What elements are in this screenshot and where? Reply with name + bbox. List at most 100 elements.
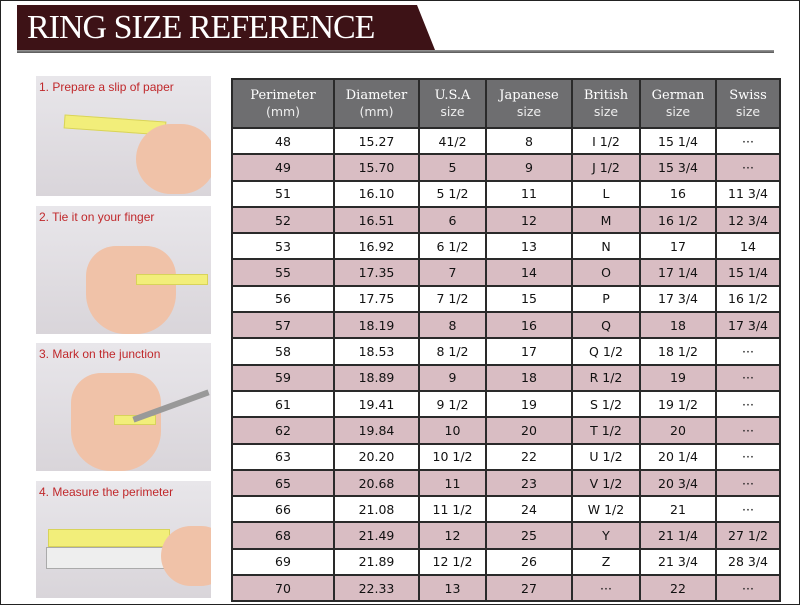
table-cell: 15.70 — [333, 153, 420, 182]
table-cell: ··· — [715, 153, 781, 182]
table-cell: 59 — [231, 363, 335, 392]
table-cell: 18.89 — [333, 363, 420, 392]
column-title: German — [651, 87, 705, 103]
table-cell: 23 — [485, 468, 573, 498]
step-4-panel: 4. Measure the perimeter — [36, 481, 211, 598]
table-cell: 63 — [231, 442, 335, 471]
column-unit: (mm) — [265, 103, 301, 119]
table-cell: 16 1/2 — [639, 205, 717, 235]
table-cell: Q — [571, 311, 641, 340]
paper-strip-image — [48, 529, 170, 547]
table-cell: I 1/2 — [571, 126, 641, 156]
table-cell: 17.75 — [333, 284, 420, 314]
table-row: 49 15.70 5 9 J 1/2 15 3/4 ··· — [231, 153, 781, 182]
table-cell: 18 — [485, 363, 573, 392]
step-1-panel: 1. Prepare a slip of paper — [36, 76, 211, 196]
table-cell: 12 — [418, 521, 487, 550]
table-cell: N — [571, 232, 641, 261]
table-cell: 14 — [715, 232, 781, 261]
table-row: 68 21.49 12 25 Y 21 1/4 27 1/2 — [231, 521, 781, 550]
table-cell: 5 — [418, 153, 487, 182]
table-cell: S 1/2 — [571, 389, 641, 419]
table-cell: ··· — [715, 468, 781, 498]
table-cell: 16.51 — [333, 205, 420, 235]
table-cell: 21.49 — [333, 521, 420, 550]
table-cell: 16 — [639, 179, 717, 208]
title-banner: RING SIZE REFERENCE — [17, 5, 435, 50]
table-cell: 51 — [231, 179, 335, 208]
table-row: 62 19.84 10 20 T 1/2 20 ··· — [231, 416, 781, 445]
table-cell: 25 — [485, 521, 573, 550]
table-cell: ··· — [715, 363, 781, 392]
column-header: British size — [571, 78, 641, 129]
table-cell: ··· — [715, 442, 781, 471]
step-label: 3. Mark on the junction — [39, 347, 161, 361]
table-cell: 57 — [231, 311, 335, 340]
column-header: German size — [639, 78, 717, 129]
table-cell: 18 — [639, 311, 717, 340]
column-unit: (mm) — [359, 103, 394, 119]
table-cell: 17 3/4 — [715, 311, 781, 340]
table-cell: 14 — [485, 258, 573, 287]
column-title: British — [583, 87, 629, 103]
step-label: 1. Prepare a slip of paper — [39, 80, 174, 94]
table-cell: 68 — [231, 521, 335, 550]
table-cell: 8 1/2 — [418, 337, 487, 366]
table-row: 48 15.27 41/2 8 I 1/2 15 1/4 ··· — [231, 126, 781, 156]
table-cell: 10 — [418, 416, 487, 445]
table-cell: J 1/2 — [571, 153, 641, 182]
table-cell: 16 — [485, 311, 573, 340]
column-unit: size — [665, 103, 691, 119]
table-cell: ··· — [715, 416, 781, 445]
table-cell: M — [571, 205, 641, 235]
table-cell: 16.92 — [333, 232, 420, 261]
table-cell: 21 1/4 — [639, 521, 717, 550]
table-row: 56 17.75 7 1/2 15 P 17 3/4 16 1/2 — [231, 284, 781, 314]
table-cell: 11 — [418, 468, 487, 498]
hand-image — [136, 124, 211, 194]
table-cell: 9 1/2 — [418, 389, 487, 419]
column-header: Japanese size — [485, 78, 573, 129]
table-cell: 19.41 — [333, 389, 420, 419]
table-cell: 17 3/4 — [639, 284, 717, 314]
table-cell: 9 — [485, 153, 573, 182]
table-row: 57 18.19 8 16 Q 18 17 3/4 — [231, 311, 781, 340]
column-header: Perimeter (mm) — [231, 78, 335, 129]
table-cell: 20 1/4 — [639, 442, 717, 471]
table-cell: R 1/2 — [571, 363, 641, 392]
ring-size-table: Perimeter (mm) Diameter (mm) U.S.A size Japane… — [231, 78, 781, 603]
table-cell: 66 — [231, 495, 335, 524]
table-cell: 19 1/2 — [639, 389, 717, 419]
table-cell: Z — [571, 547, 641, 577]
column-header: Diameter (mm) — [333, 78, 420, 129]
table-cell: 15 — [485, 284, 573, 314]
table-cell: 20 — [639, 416, 717, 445]
table-cell: V 1/2 — [571, 468, 641, 498]
table-cell: 53 — [231, 232, 335, 261]
table-cell: 69 — [231, 547, 335, 577]
table-cell: 26 — [485, 547, 573, 577]
step-label: 2. Tie it on your finger — [39, 210, 155, 224]
table-row: 61 19.41 9 1/2 19 S 1/2 19 1/2 ··· — [231, 389, 781, 419]
table-cell: 15 1/4 — [715, 258, 781, 287]
column-title: Diameter — [345, 87, 408, 103]
table-cell: 11 — [485, 179, 573, 208]
table-cell: L — [571, 179, 641, 208]
table-cell: 62 — [231, 416, 335, 445]
table-cell: ··· — [715, 495, 781, 524]
table-cell: 21.08 — [333, 495, 420, 524]
table-cell: 6 1/2 — [418, 232, 487, 261]
step-2-panel: 2. Tie it on your finger — [36, 206, 211, 334]
column-header: U.S.A size — [418, 78, 487, 129]
table-cell: 17 — [639, 232, 717, 261]
table-cell: 15 3/4 — [639, 153, 717, 182]
table-cell: 5 1/2 — [418, 179, 487, 208]
table-cell: 48 — [231, 126, 335, 156]
column-title: Perimeter — [250, 87, 316, 103]
table-cell: Q 1/2 — [571, 337, 641, 366]
column-header: Swiss size — [715, 78, 781, 129]
table-cell: 17 1/4 — [639, 258, 717, 287]
title-divider — [17, 50, 774, 53]
step-3-panel: 3. Mark on the junction — [36, 343, 211, 471]
